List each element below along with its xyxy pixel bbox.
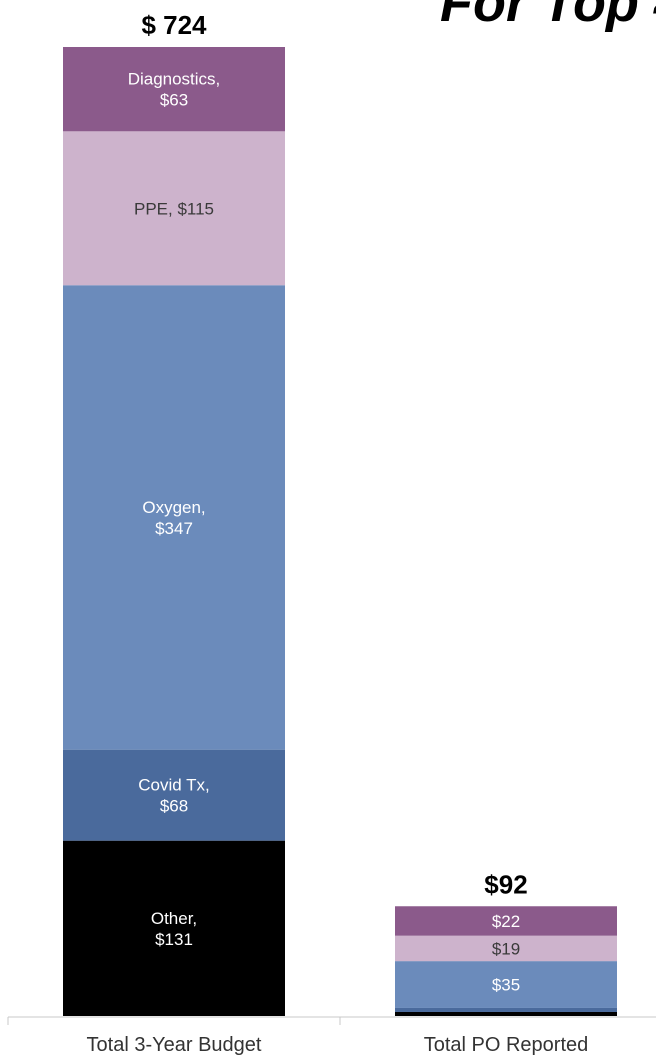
labels-layer: Other, $131 Covid Tx, $68 Oxygen, $347 PPE, $1… [128,10,528,995]
segment-label-diagnostics-0: Diagnostics, $63 [128,70,221,110]
bar-segment-oxygen-1 [395,961,617,1008]
bar-segment-other-0 [63,840,285,1016]
total-label-0: $ 724 [141,10,207,40]
segment-label-ppe-1: $19 [492,939,520,958]
bar-segment-ppe-1 [395,935,617,962]
segment-label-other-0: Other, $131 [151,909,197,949]
bar-segment-covid-tx-1 [395,1007,617,1012]
category-label-1: Total PO Reported [424,1034,589,1056]
bar-segment-diagnostics-1 [395,906,617,936]
bars-layer [63,47,617,1016]
bar-segment-diagnostics-0 [63,47,285,132]
bar-segment-oxygen-0 [63,285,285,750]
bar-segment-ppe-0 [63,131,285,286]
segment-label-diagnostics-1: $22 [492,912,520,931]
segment-label-covid-tx-0: Covid Tx, $68 [138,776,210,816]
segment-label-oxygen-0: Oxygen, $347 [142,498,205,538]
segment-label-oxygen-1: $35 [492,976,520,995]
bar-segment-other-1 [395,1011,617,1016]
x-axis: Total 3-Year Budget Total PO Reported [7,1016,656,1056]
bar-segment-covid-tx-0 [63,749,285,841]
chart-title-fragment: For Top 4 [440,0,656,33]
segment-label-ppe-0: PPE, $115 [134,199,214,218]
category-label-0: Total 3-Year Budget [87,1034,262,1056]
total-label-1: $92 [484,869,527,899]
